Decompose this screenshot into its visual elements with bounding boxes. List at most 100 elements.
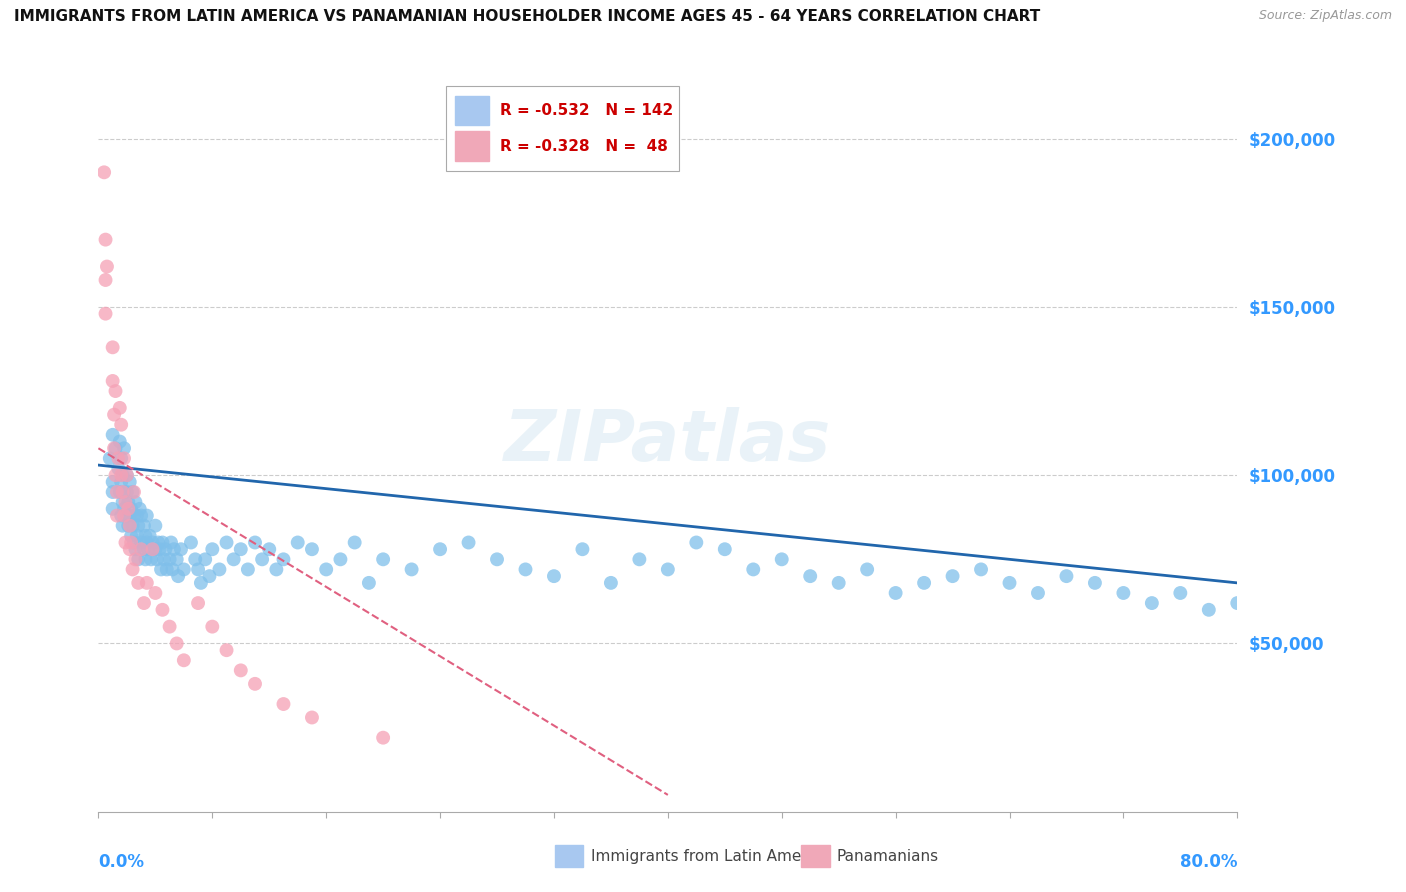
Point <box>1198 603 1220 617</box>
Point <box>134 529 156 543</box>
Point <box>110 451 132 466</box>
Point <box>101 501 124 516</box>
Point <box>104 442 127 456</box>
Point <box>103 408 125 422</box>
Point <box>429 542 451 557</box>
Point <box>166 636 188 650</box>
Point <box>600 575 623 590</box>
Point <box>139 552 162 566</box>
Point <box>148 535 170 549</box>
Point <box>259 542 281 557</box>
Point <box>108 485 131 500</box>
Point <box>94 233 117 247</box>
Point <box>628 552 651 566</box>
Point <box>129 542 152 557</box>
Point <box>998 575 1021 590</box>
Point <box>124 542 146 557</box>
Point <box>343 535 366 549</box>
Text: Panamanians: Panamanians <box>837 849 939 863</box>
Point <box>127 575 149 590</box>
Point <box>134 552 156 566</box>
Point <box>121 485 143 500</box>
Text: 80.0%: 80.0% <box>1180 854 1237 871</box>
Point <box>1170 586 1192 600</box>
Point <box>159 619 181 633</box>
Point <box>149 542 172 557</box>
Point <box>108 434 131 449</box>
Point <box>101 374 124 388</box>
Point <box>101 475 124 489</box>
Point <box>173 562 195 576</box>
Point <box>146 552 169 566</box>
Point <box>173 653 195 667</box>
Point <box>112 485 135 500</box>
Point <box>373 731 395 745</box>
Point <box>122 508 145 523</box>
Point <box>111 485 134 500</box>
Point <box>167 569 190 583</box>
Point <box>742 562 765 576</box>
Point <box>118 508 141 523</box>
Point <box>229 664 252 678</box>
Point <box>1084 575 1107 590</box>
Point <box>105 485 128 500</box>
Point <box>153 552 176 566</box>
Point <box>101 485 124 500</box>
Point <box>329 552 352 566</box>
Point <box>117 501 139 516</box>
Point <box>132 518 155 533</box>
Point <box>357 575 380 590</box>
Point <box>121 518 143 533</box>
Point <box>104 384 127 398</box>
Point <box>166 552 188 566</box>
Point <box>401 562 423 576</box>
Point <box>1140 596 1163 610</box>
Point <box>111 495 134 509</box>
Point <box>315 562 337 576</box>
Point <box>105 508 128 523</box>
Point <box>110 475 132 489</box>
Point <box>141 535 163 549</box>
Point <box>101 340 124 354</box>
Point <box>828 575 851 590</box>
Point <box>94 273 117 287</box>
Point <box>152 603 174 617</box>
Bar <box>456 95 489 126</box>
Point <box>122 485 145 500</box>
Point <box>159 552 181 566</box>
Point <box>543 569 565 583</box>
Point <box>110 417 132 432</box>
Point <box>170 542 193 557</box>
Point <box>122 535 145 549</box>
Point <box>129 535 152 549</box>
Point <box>187 562 209 576</box>
Point <box>93 165 115 179</box>
Point <box>120 529 142 543</box>
Point <box>101 427 124 442</box>
Point <box>150 562 173 576</box>
Point <box>94 307 117 321</box>
Point <box>129 508 152 523</box>
Point <box>118 475 141 489</box>
Point <box>118 542 141 557</box>
Point <box>115 508 138 523</box>
Point <box>107 461 129 475</box>
Point <box>180 535 202 549</box>
Point <box>127 518 149 533</box>
Point <box>250 552 273 566</box>
Point <box>194 552 217 566</box>
Point <box>135 575 157 590</box>
Point <box>273 552 295 566</box>
Point <box>111 468 134 483</box>
Point <box>571 542 593 557</box>
Point <box>141 542 163 557</box>
Point <box>135 508 157 523</box>
Point <box>215 643 238 657</box>
Point <box>115 485 138 500</box>
Point <box>301 542 323 557</box>
Point <box>184 552 207 566</box>
Point <box>486 552 509 566</box>
Point <box>117 518 139 533</box>
Point <box>132 596 155 610</box>
Point <box>229 542 252 557</box>
